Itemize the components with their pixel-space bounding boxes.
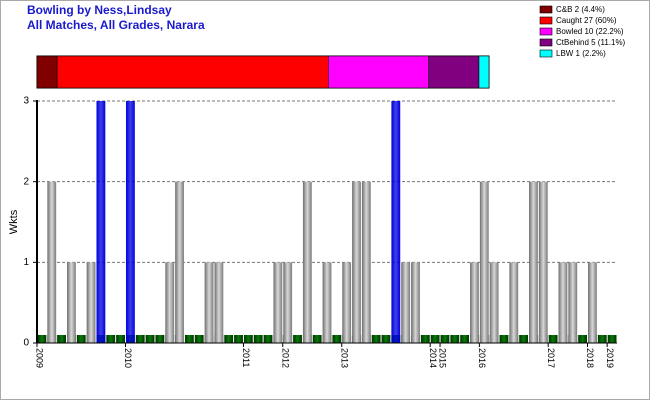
bar: [529, 181, 538, 343]
match-marker: [243, 335, 253, 343]
bar: [509, 262, 519, 343]
legend-label: Caught 27 (60%): [556, 16, 617, 25]
bar: [470, 262, 479, 343]
x-tick-label: 2017: [546, 348, 556, 368]
legend-swatch: [539, 38, 553, 47]
bar: [401, 262, 411, 343]
y-tick-label: 2: [23, 176, 29, 187]
match-marker: [548, 335, 558, 343]
match-marker: [224, 335, 234, 343]
match-marker: [135, 335, 145, 343]
bar: [411, 262, 420, 343]
y-tick-label: 1: [23, 257, 29, 268]
bar: [96, 101, 106, 343]
match-marker: [293, 335, 302, 343]
match-marker: [263, 335, 273, 343]
bar: [558, 262, 568, 343]
match-marker: [37, 335, 47, 343]
x-tick-label: 2012: [280, 348, 290, 368]
legend-swatch: [539, 49, 553, 58]
x-tick-label: 2016: [477, 348, 487, 368]
match-marker: [420, 335, 430, 343]
match-marker: [76, 335, 86, 343]
bar: [66, 262, 76, 343]
x-tick-label: 2018: [585, 348, 595, 368]
bar: [538, 181, 548, 343]
match-marker: [607, 335, 617, 343]
bar: [391, 101, 401, 343]
chart-title: Bowling by Ness,Lindsay: [27, 3, 172, 17]
legend-label: LBW 1 (2.2%): [556, 49, 606, 58]
y-axis-label: Wkts: [8, 209, 20, 234]
bar: [479, 181, 489, 343]
bar: [283, 262, 293, 343]
match-marker: [194, 335, 204, 343]
match-marker: [332, 335, 342, 343]
legend-swatch: [539, 5, 553, 14]
match-marker: [381, 335, 391, 343]
bar: [47, 181, 57, 343]
stack-segment: [327, 55, 430, 89]
match-marker: [234, 335, 243, 343]
match-marker: [440, 335, 450, 343]
bar: [588, 262, 597, 343]
match-marker: [253, 335, 263, 343]
match-marker: [371, 335, 381, 343]
match-marker: [519, 335, 529, 343]
bar: [302, 181, 312, 343]
match-marker: [578, 335, 588, 343]
legend-label: C&B 2 (4.4%): [556, 5, 605, 14]
chart-subtitle: All Matches, All Grades, Narara: [27, 18, 205, 32]
y-tick-label: 3: [23, 96, 29, 107]
bar: [361, 181, 371, 343]
match-marker: [312, 335, 322, 343]
stack-segment: [478, 55, 490, 89]
bar: [273, 262, 283, 343]
x-tick-label: 2011: [241, 348, 251, 367]
stack-segment: [36, 55, 58, 89]
bar: [165, 262, 175, 343]
match-marker: [460, 335, 470, 343]
match-marker: [57, 335, 66, 343]
bar: [342, 262, 352, 343]
bar: [352, 181, 361, 343]
bar: [489, 262, 499, 343]
bar: [204, 262, 214, 343]
match-marker: [430, 335, 440, 343]
x-tick-label: 2019: [605, 348, 615, 368]
stack-segment: [56, 55, 329, 89]
x-tick-label: 2009: [35, 348, 45, 368]
bar: [322, 262, 332, 343]
x-tick-label: 2010: [123, 348, 133, 368]
legend-label: Bowled 10 (22.2%): [556, 27, 624, 36]
bar: [214, 262, 224, 343]
match-marker: [184, 335, 194, 343]
y-tick-label: 0: [23, 338, 29, 349]
match-marker: [145, 335, 155, 343]
legend-label: CtBehind 5 (11.1%): [556, 38, 626, 47]
match-marker: [597, 335, 607, 343]
match-marker: [116, 335, 125, 343]
legend-swatch: [539, 27, 553, 36]
bar: [175, 181, 184, 343]
bar: [568, 262, 578, 343]
match-marker: [106, 335, 116, 343]
bar: [86, 262, 96, 343]
bar: [125, 101, 135, 343]
x-tick-label: 2015: [438, 348, 448, 368]
stack-segment: [428, 55, 480, 89]
match-marker: [155, 335, 165, 343]
legend-swatch: [539, 16, 553, 25]
match-marker: [450, 335, 460, 343]
match-marker: [499, 335, 509, 343]
x-tick-label: 2014: [428, 348, 438, 368]
x-tick-label: 2013: [339, 348, 349, 368]
